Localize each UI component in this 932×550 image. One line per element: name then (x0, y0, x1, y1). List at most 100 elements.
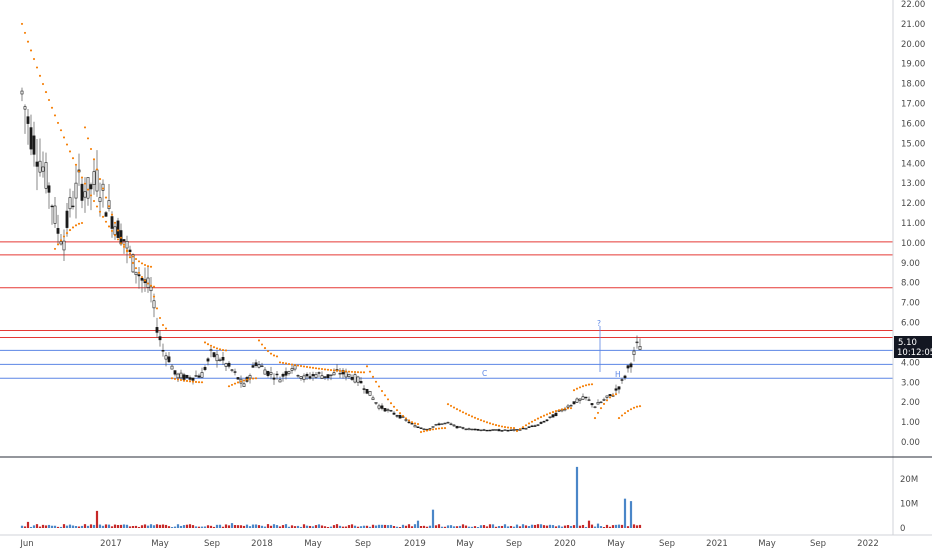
sar-dot (611, 394, 615, 397)
time-axis[interactable]: Jun 2017 May Sep 2018 May Sep 2019 May Sep 2020 May… (19, 539, 878, 549)
sar-dot (542, 414, 546, 417)
candle-body (278, 379, 282, 383)
volume-bar (623, 498, 627, 528)
sar-dot (413, 422, 417, 425)
volume-bar (608, 526, 612, 528)
candle-body (161, 350, 165, 352)
candle-body (68, 197, 72, 210)
candle-body (596, 402, 600, 405)
volume-bar (128, 526, 132, 528)
candle-body (290, 368, 294, 371)
sar-dot (113, 221, 117, 224)
volume-bar (80, 525, 84, 528)
price-axis[interactable]: 0.001.002.003.004.005.006.007.008.009.00… (901, 0, 925, 448)
volume-bar (419, 526, 423, 528)
candle-body (296, 374, 300, 377)
candle-body (305, 373, 309, 377)
volume-bar (332, 525, 336, 528)
candle-body (464, 428, 468, 431)
sar-dot (581, 385, 585, 388)
sar-dot (425, 429, 429, 432)
volume-bar (236, 525, 240, 528)
candle-body (338, 372, 342, 375)
volume-bar (632, 524, 636, 528)
sar-dot (92, 158, 96, 161)
volume-bar (287, 526, 291, 528)
sar-dot (224, 349, 228, 352)
candle-body (257, 364, 261, 368)
sar-dot (605, 399, 609, 402)
sar-dot (623, 412, 627, 415)
volume-bar (374, 525, 378, 528)
current-price-tag-bg (894, 336, 932, 358)
sar-dot (566, 407, 570, 410)
price-tick-label: 20.00 (901, 40, 925, 50)
sar-dot (65, 143, 69, 146)
volume-bar (371, 524, 375, 528)
sar-dot (626, 409, 630, 413)
candle-body (581, 396, 585, 400)
sar-dot (338, 369, 342, 373)
price-tick-label: 19.00 (901, 60, 925, 70)
volume-bar (539, 524, 543, 528)
sar-dot (365, 365, 369, 368)
candle-body (404, 419, 408, 421)
candle-body (440, 423, 444, 425)
volume-bar (494, 526, 498, 528)
volume-bar (284, 524, 288, 528)
price-tick-label: 6.00 (901, 319, 920, 329)
sar-dot (275, 355, 279, 358)
sar-dot (302, 365, 306, 368)
candle-body (458, 426, 462, 428)
sar-dot (584, 384, 588, 387)
sar-dot (146, 282, 150, 285)
candle-body (173, 370, 177, 375)
candle-body (551, 414, 555, 418)
candle-body (548, 416, 552, 418)
sar-dot (125, 250, 129, 253)
sar-dot (65, 232, 69, 235)
volume-bar (32, 525, 36, 528)
candle-body (575, 398, 579, 403)
sar-dot (122, 245, 126, 248)
volume-bar (440, 526, 444, 528)
price-tick-label: 10.00 (901, 239, 925, 249)
sar-dot (458, 409, 462, 412)
candle-body (362, 388, 366, 390)
candle-body (26, 116, 30, 124)
candle-body (626, 365, 630, 369)
candle-body (89, 184, 93, 190)
sar-dot (56, 121, 60, 124)
sar-dot (227, 385, 231, 388)
sar-dot (296, 364, 300, 367)
volume-bar (587, 520, 591, 528)
sar-dot (521, 426, 525, 429)
candle-body (20, 90, 24, 95)
volume-bar (335, 524, 339, 528)
candle-body (38, 160, 42, 173)
sar-dot (284, 362, 288, 365)
volume-bar (341, 526, 345, 528)
sar-dot (539, 416, 543, 419)
time-axis-label: 2019 (404, 539, 426, 549)
candle-body (542, 420, 546, 423)
volume-bar (611, 525, 615, 528)
sar-dot (44, 91, 48, 94)
volume-bar (515, 524, 519, 528)
sar-dot (53, 114, 57, 117)
candle-body (386, 409, 390, 411)
candle-body (380, 405, 384, 409)
volume-bar (107, 524, 111, 528)
sar-dot (104, 196, 108, 199)
sar-dot (116, 229, 120, 232)
volume-bar (452, 526, 456, 528)
candle-body (332, 372, 336, 376)
current-price-label: 5.10 (898, 338, 917, 348)
volume-bar (146, 525, 150, 528)
volume-bar (314, 525, 318, 528)
volume-bar (155, 524, 159, 528)
volume-bar (488, 524, 492, 528)
volume-bar (572, 525, 576, 528)
candle-body (392, 412, 396, 415)
